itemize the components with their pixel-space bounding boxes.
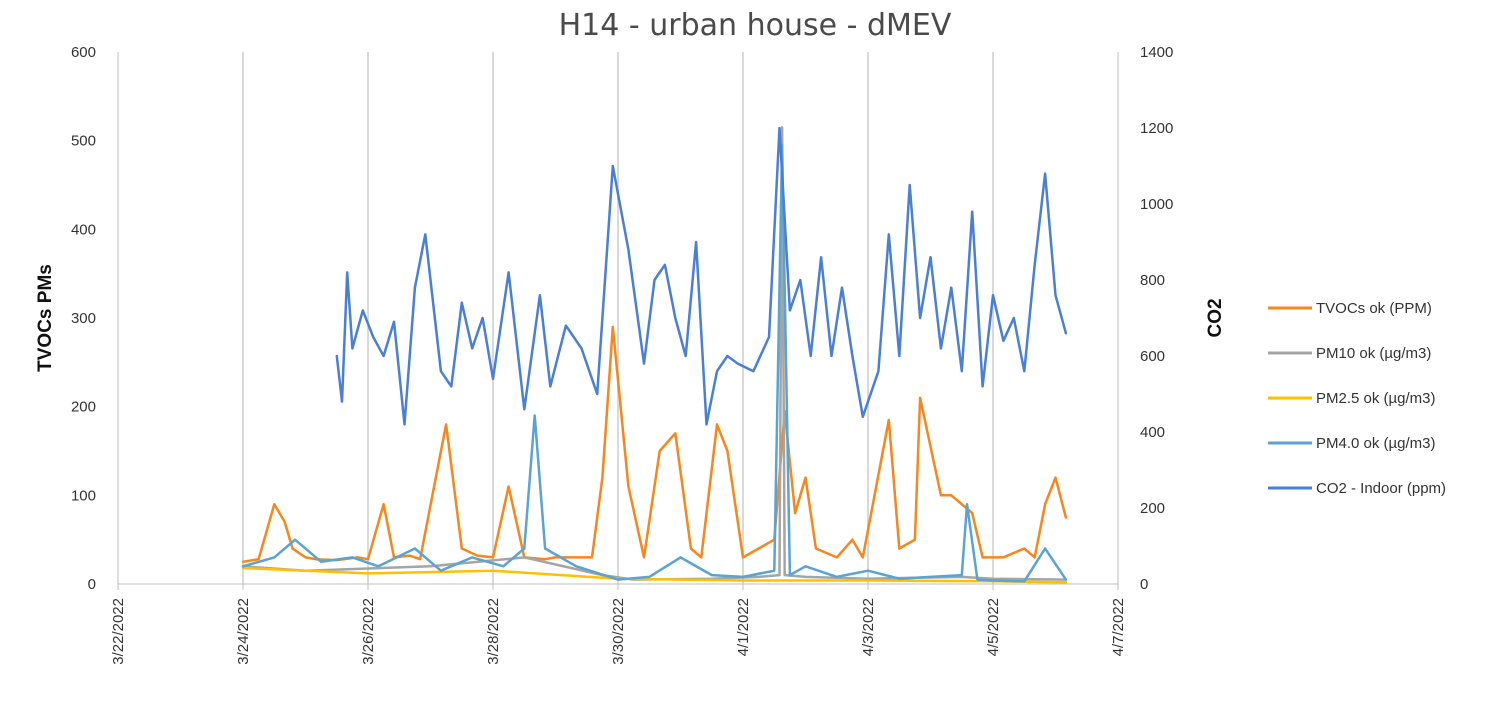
legend-label: PM2.5 ok (µg/m3) [1316, 390, 1436, 407]
x-tick-label: 4/5/2022 [985, 598, 1002, 656]
series-line [241, 566, 1068, 584]
y2-tick-label: 200 [1140, 500, 1165, 517]
y-tick-label: 400 [71, 221, 96, 238]
y-axis-title: TVOCs PMs [35, 264, 56, 372]
y2-tick-label: 0 [1140, 576, 1148, 593]
legend-label: PM10 ok (µg/m3) [1316, 345, 1431, 362]
legend: TVOCs ok (PPM) PM10 ok (µg/m3) PM2.5 ok (µ… [1268, 300, 1446, 497]
y-tick-label: 600 [71, 44, 96, 61]
y2-tick-label: 600 [1140, 348, 1165, 365]
series-lines [241, 126, 1068, 584]
y-tick-label: 100 [71, 487, 96, 504]
y2-tick-label: 1000 [1140, 196, 1173, 213]
x-tick-label: 3/30/2022 [610, 598, 627, 665]
y2-tick-label: 800 [1140, 272, 1165, 289]
x-tick-label: 3/22/2022 [110, 598, 127, 665]
x-tick-label: 4/7/2022 [1110, 598, 1127, 656]
x-tick-label: 4/1/2022 [735, 598, 752, 656]
series-line [241, 325, 1068, 564]
series-line [241, 143, 1068, 583]
axes: 3/22/2022 3/24/2022 3/26/2022 3/28/2022 3/30… [71, 44, 1173, 665]
y-tick-label: 300 [71, 310, 96, 327]
x-tick-label: 3/24/2022 [235, 598, 252, 665]
legend-label: PM4.0 ok (µg/m3) [1316, 435, 1436, 452]
y2-tick-label: 1400 [1140, 44, 1173, 61]
chart-title: H14 - urban house - dMEV [559, 8, 952, 43]
series-line [335, 126, 1068, 426]
y2-tick-label: 400 [1140, 424, 1165, 441]
grid-lines [242, 52, 994, 584]
y-tick-label: 200 [71, 399, 96, 416]
x-tick-label: 3/28/2022 [485, 598, 502, 665]
y-tick-label: 0 [88, 576, 96, 593]
x-tick-label: 3/26/2022 [360, 598, 377, 665]
y2-axis-title: CO2 [1205, 298, 1226, 337]
legend-label: CO2 - Indoor (ppm) [1316, 480, 1446, 497]
series-line [241, 126, 1068, 581]
y-tick-label: 500 [71, 133, 96, 150]
legend-label: TVOCs ok (PPM) [1316, 300, 1432, 317]
y2-tick-label: 1200 [1140, 120, 1173, 137]
x-tick-label: 4/3/2022 [860, 598, 877, 656]
